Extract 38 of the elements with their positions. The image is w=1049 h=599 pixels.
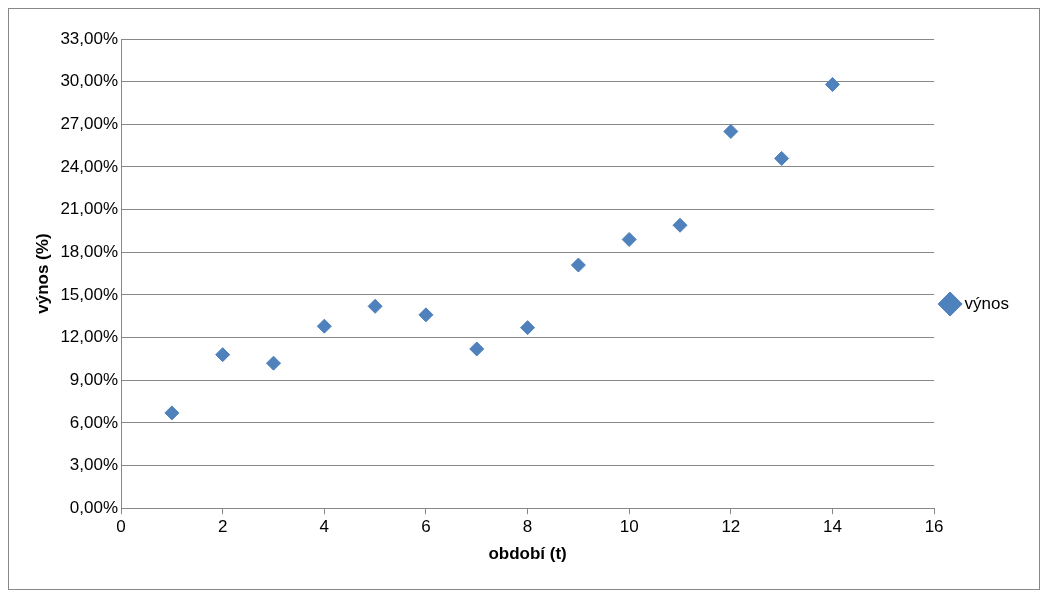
y-tick-label: 21,00% [60, 199, 119, 219]
x-tick-label: 4 [319, 517, 330, 537]
y-tick-label: 15,00% [60, 284, 119, 304]
point [621, 231, 637, 247]
y-tick-label: 12,00% [60, 327, 119, 347]
x-tick-label: 6 [421, 517, 431, 537]
legend-label: výnos [964, 293, 1010, 313]
x-tick-label: 12 [721, 517, 741, 537]
y-tick-label: 30,00% [60, 71, 119, 91]
point [316, 318, 332, 334]
x-tick-label: 2 [217, 517, 228, 537]
x-tick-label: 0 [116, 517, 126, 537]
x-tick-label: 14 [823, 517, 842, 537]
point [570, 257, 586, 273]
point [469, 341, 485, 357]
point [723, 123, 739, 139]
y-tick-label: 6,00% [69, 412, 119, 432]
y-axis-title: výnos (%) [32, 233, 52, 314]
y-tick-label: 9,00% [69, 369, 119, 389]
y-tick-label: 27,00% [60, 114, 119, 133]
y-tick-label: 3,00% [69, 455, 119, 475]
point [520, 320, 536, 336]
x-axis-title: období (t) [488, 544, 567, 564]
point [164, 405, 180, 421]
y-tick-label: 18,00% [60, 241, 119, 261]
point [672, 217, 688, 233]
point [824, 77, 840, 92]
x-tick-label: 16 [924, 517, 944, 537]
y-tick-label: 33,00% [60, 28, 119, 48]
x-tick-label: 10 [619, 517, 639, 537]
point [418, 307, 434, 323]
point [266, 355, 281, 371]
y-tick-label: 24,00% [60, 156, 119, 176]
point [215, 347, 231, 363]
point [367, 298, 383, 314]
y-tick-label: 0,00% [69, 497, 119, 517]
x-tick-label: 8 [522, 517, 533, 537]
point [774, 150, 790, 166]
